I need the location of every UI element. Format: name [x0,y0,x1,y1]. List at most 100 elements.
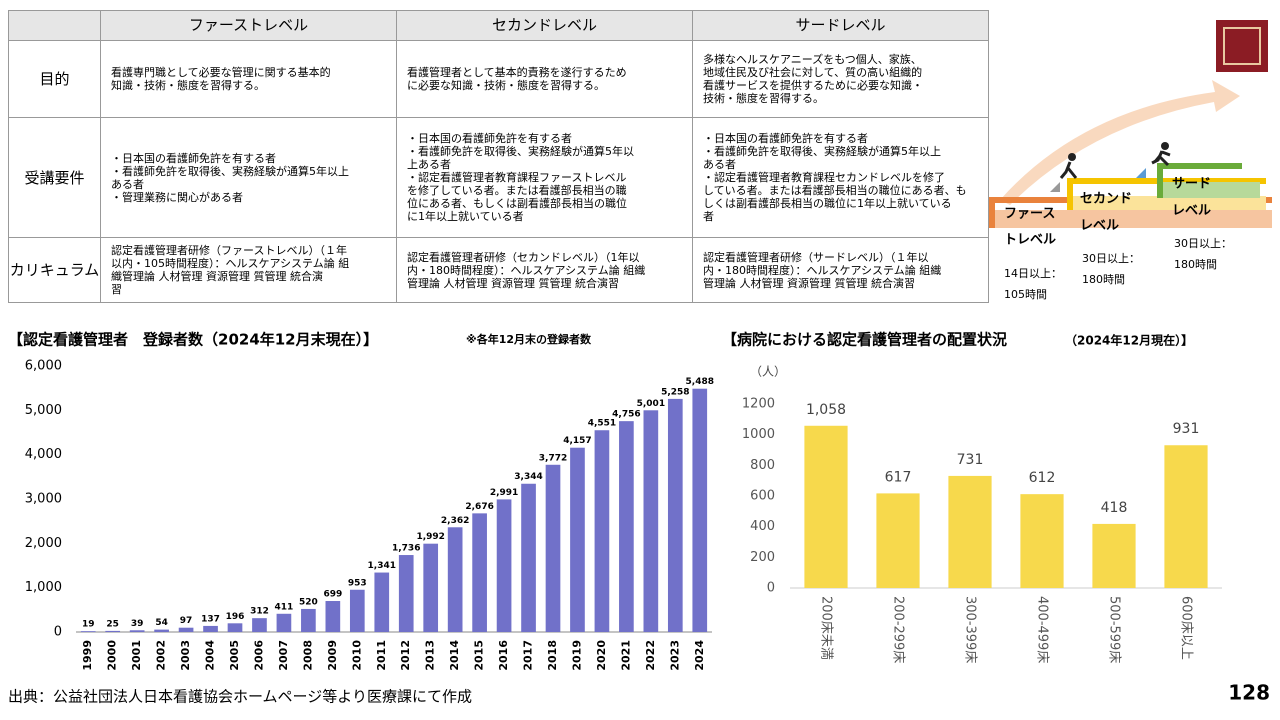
y-tick-label: 400 [750,519,775,534]
x-tick-label: 2002 [155,640,168,671]
cell-line: を修了している者。または看護部長相当の職 [407,184,627,197]
runner-icon [1151,142,1171,167]
header-cell: サードレベル [692,10,989,41]
y-tick-label: 1,000 [25,580,62,595]
level-name: サード [1172,177,1211,192]
value-label: 2,362 [441,516,469,526]
ramp [1050,182,1060,192]
level-hours: 180時間 [1082,273,1125,286]
y-tick-label: 3,000 [25,492,62,507]
value-label: 2,676 [465,502,493,512]
value-label: 5,488 [686,377,714,387]
chart-subtitle: （2024年12月現在）】 [1065,333,1193,348]
value-label: 54 [155,618,168,628]
value-label: 953 [348,578,367,588]
value-label: 1,736 [392,544,420,554]
bar [398,555,414,632]
value-label: 4,157 [563,436,591,446]
value-label: 97 [180,616,193,626]
bar [80,631,96,632]
row-label: 受講要件 [8,117,101,238]
cell-line: 内・180時間程度）：ヘルスケアシステム論 組織 [703,263,942,277]
value-label: 731 [957,452,984,468]
y-tick-label: 600 [750,489,775,504]
x-tick-label: 600床以上 [1179,596,1194,660]
x-tick-label: 2020 [595,640,608,671]
level-name: レベル [1172,204,1211,219]
cell-line: 多様なヘルスケアニーズをもつ個人、家族、 [703,53,922,66]
cell-line: 認定看護管理者研修（セカンドレベル）（1年以 [407,250,640,264]
chart-title: 【認定看護管理者 登録者数（2024年12月末現在）】 [8,331,378,349]
cell-line: 織管理論 人材管理 資源管理 質管理 統合演 [111,270,323,283]
cell-line: ・認定看護管理者教育課程ファーストレベル [407,171,627,184]
x-tick-label: 2024 [693,640,706,671]
header-cell: セカンドレベル [396,10,693,41]
cell-line: ある者 [703,158,736,171]
header-row: ファーストレベル セカンドレベル サードレベル [8,10,989,41]
cell: 多様なヘルスケアニーズをもつ個人、家族、 地域住民及び社会に対して、質の高い組織的… [692,40,989,118]
y-tick-label: 6,000 [25,359,62,374]
bar [129,630,145,632]
table-row: カリキュラム 認定看護管理者研修（ファーストレベル）（１年 以内・105時間程度）：… [8,237,989,303]
value-label: 4,551 [588,419,616,429]
cell: 認定看護管理者研修（ファーストレベル）（１年 以内・105時間程度）：ヘルスケアシ… [100,237,397,303]
bar [619,421,634,632]
table-row: 目的 看護専門職として必要な管理に関する基本的 知識・技術・態度を習得する。 看護管理… [8,40,989,118]
x-tick-label: 2014 [448,640,461,671]
value-label: 1,992 [416,532,444,542]
bar [643,410,659,632]
x-tick-label: 2017 [522,640,535,671]
value-label: 312 [250,607,269,617]
y-tick-label: 4,000 [25,447,62,462]
x-tick-label: 2003 [179,640,192,671]
y-tick-label: 800 [750,458,775,473]
value-label: 520 [299,597,318,607]
x-tick-label: 2006 [252,640,265,671]
cell: 認定看護管理者研修（セカンドレベル）（1年以 内・180時間程度）：ヘルスケアシス… [396,237,693,303]
bar [545,464,561,632]
cell-line: 技術・態度を習得する。 [703,92,824,105]
cell-line: 位にある者、もしくは副看護部長相当の職位 [407,197,627,210]
value-label: 5,258 [661,387,689,397]
cell: ・日本国の看護師免許を有する者・看護師免許を取得後、実務経験が通算5年以上ある者… [396,117,693,238]
cell-line: 管理論 人材管理 資源管理 質管理 統合演習 [703,276,915,290]
x-tick-label: 1999 [81,640,94,671]
level-hours: 14日以上： [1004,267,1062,280]
value-label: 196 [226,612,245,622]
y-tick-label: 2,000 [25,536,62,551]
y-axis-label: （人） [750,365,786,379]
cell-line: 看護管理者として基本的責務を遂行するため [407,66,627,79]
value-label: 1,058 [806,402,846,418]
value-label: 1,341 [368,561,396,571]
x-tick-label: 2021 [619,640,632,671]
y-tick-label: 0 [767,581,775,596]
cell-line: ・看護師免許を取得後、実務経験が通算5年以上 [703,145,941,158]
level-hours: 30日以上： [1174,237,1232,250]
cell: ・日本国の看護師免許を有する者・看護師免許を取得後、実務経験が通算5年以上ある者… [692,117,989,238]
bar [105,630,121,632]
table-row: 受講要件 ・日本国の看護師免許を有する者 ・看護師免許を取得後、実務経験が通算5年以… [8,117,989,238]
cell-line: 認定看護管理者研修（ファーストレベル）（１年 [111,244,347,257]
value-label: 612 [1029,470,1056,486]
bar [948,475,992,588]
header-cell: ファーストレベル [100,10,397,41]
value-label: 418 [1101,500,1128,516]
step-third-edge [1157,163,1242,198]
value-label: 39 [131,619,144,629]
value-label: 411 [275,602,294,612]
page-number: 128 [1228,681,1270,705]
cell-line: ・日本国の看護師免許を有する者 [111,151,276,165]
header-cell [8,10,101,41]
cell-line: ・管理業務に関心がある者 [111,190,243,204]
cell-line: 以内・105時間程度）：ヘルスケアシステム論 組 [111,257,350,270]
cell-line: 者 [703,210,714,223]
cell: 看護専門職として必要な管理に関する基本的 知識・技術・態度を習得する。 [100,40,397,118]
value-label: 617 [885,469,912,485]
value-label: 25 [106,619,119,629]
logo-mark [1223,27,1261,65]
x-tick-label: 2013 [424,640,437,671]
value-label: 699 [323,590,342,600]
cell: 看護管理者として基本的責務を遂行するため に必要な知識・技術・態度を習得する。 [396,40,693,118]
